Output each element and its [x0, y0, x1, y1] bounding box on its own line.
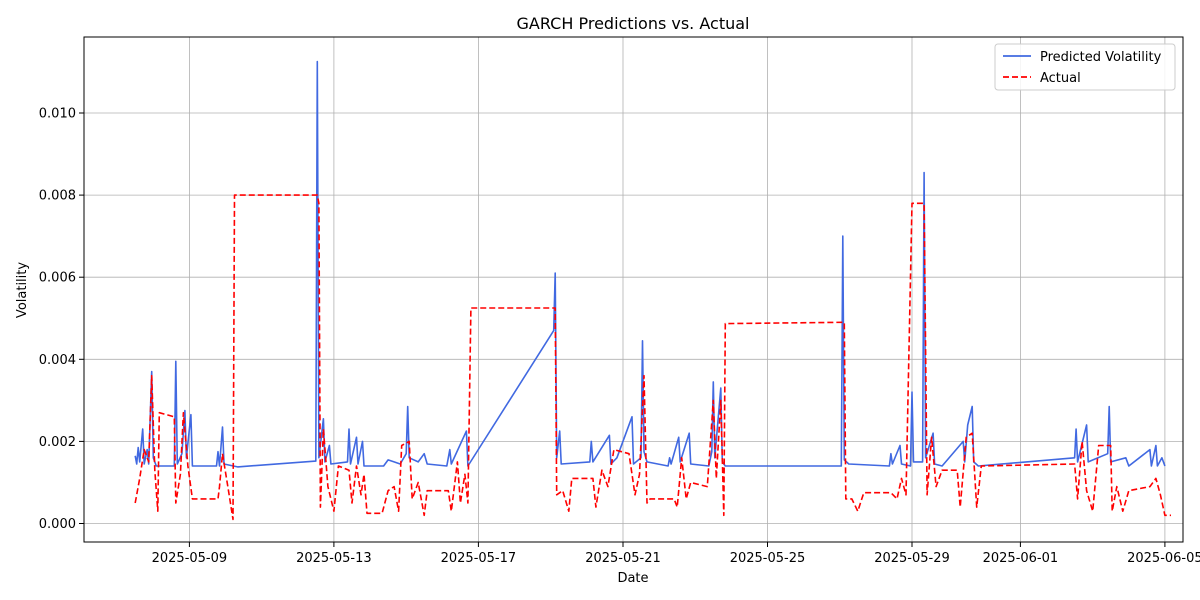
series-lines — [134, 60, 1171, 521]
y-tick-label: 0.002 — [39, 435, 76, 450]
x-tick-label: 2025-05-21 — [585, 551, 661, 566]
y-tick-label: 0.000 — [39, 517, 76, 532]
y-tick-label: 0.006 — [39, 271, 76, 286]
series-line-actual — [134, 194, 1171, 521]
x-tick-label: 2025-06-01 — [983, 551, 1059, 566]
x-tick-label: 2025-05-17 — [441, 551, 517, 566]
legend: Predicted Volatility Actual — [994, 43, 1176, 91]
y-axis-label: Volatility — [15, 262, 30, 318]
x-axis-label: Date — [617, 571, 648, 586]
x-tick-label: 2025-05-13 — [296, 551, 372, 566]
legend-label-predicted: Predicted Volatility — [1040, 50, 1162, 65]
x-axis: 2025-05-09 2025-05-13 2025-05-17 2025-05-21… — [152, 542, 1200, 566]
chart-title: GARCH Predictions vs. Actual — [517, 14, 750, 33]
x-tick-label: 2025-05-25 — [730, 551, 806, 566]
series-line-predicted-volatility — [134, 60, 1166, 468]
x-tick-label: 2025-05-09 — [152, 551, 228, 566]
legend-box — [994, 43, 1176, 91]
legend-label-actual: Actual — [1040, 71, 1081, 86]
x-tick-label: 2025-05-29 — [874, 551, 950, 566]
y-axis: 0.000 0.002 0.004 0.006 0.008 0.010 — [39, 107, 84, 532]
y-tick-label: 0.008 — [39, 189, 76, 204]
y-tick-label: 0.010 — [39, 107, 76, 122]
y-tick-label: 0.004 — [39, 353, 76, 368]
plot-area-frame — [83, 36, 1184, 543]
x-tick-label: 2025-06-05 — [1127, 551, 1200, 566]
